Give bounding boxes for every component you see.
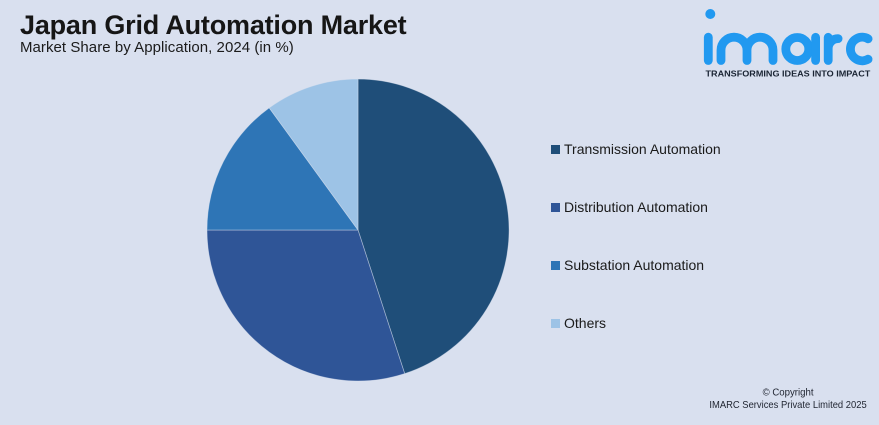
svg-text:IMARC Services Private Limited: IMARC Services Private Limited 2025 xyxy=(709,400,867,411)
svg-text:TRANSFORMING IDEAS INTO IMPACT: TRANSFORMING IDEAS INTO IMPACT xyxy=(706,69,871,78)
svg-text:© Copyright: © Copyright xyxy=(763,387,814,398)
